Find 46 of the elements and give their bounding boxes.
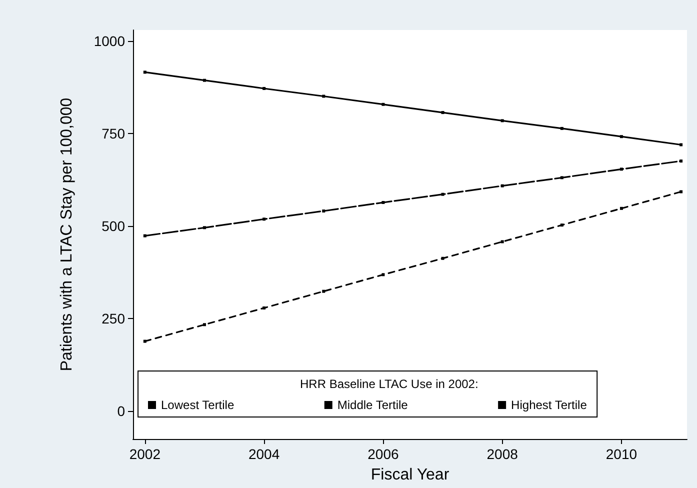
y-tick-label: 1000 xyxy=(94,33,126,50)
x-tick-label: 2010 xyxy=(606,446,638,462)
x-tick-label: 2008 xyxy=(486,446,518,462)
point xyxy=(382,200,385,204)
point xyxy=(500,184,504,188)
point xyxy=(620,135,623,138)
x-tick-label: 2002 xyxy=(129,446,161,462)
point xyxy=(680,160,683,163)
point xyxy=(441,111,444,114)
y-tick-label: 250 xyxy=(102,310,126,327)
legend-label: Highest Tertile xyxy=(511,398,588,412)
point xyxy=(441,256,444,260)
point xyxy=(560,224,564,227)
x-tick-label: 2004 xyxy=(248,446,280,462)
legend-label: Lowest Tertile xyxy=(161,398,234,412)
point xyxy=(680,190,683,194)
point xyxy=(143,234,146,238)
point xyxy=(500,119,504,122)
point xyxy=(143,340,146,343)
legend-label: Middle Tertile xyxy=(337,398,408,412)
y-axis-title: Patients with a LTAC Stay per 100,000 xyxy=(58,98,76,372)
point xyxy=(262,86,266,90)
x-tick-label: 2006 xyxy=(368,446,399,462)
point xyxy=(262,306,266,310)
point xyxy=(560,176,564,180)
legend-title: HRR Baseline LTAC Use in 2002: xyxy=(300,377,478,391)
point xyxy=(202,78,206,82)
point xyxy=(500,240,504,244)
point xyxy=(620,206,623,210)
point xyxy=(322,290,326,293)
y-tick-label: 0 xyxy=(117,403,126,420)
y-tick-label: 500 xyxy=(102,218,126,234)
point xyxy=(441,192,444,196)
point xyxy=(382,273,385,276)
point xyxy=(202,226,206,230)
point xyxy=(382,102,385,106)
point xyxy=(620,168,623,171)
point xyxy=(143,70,146,74)
y-tick-label: 750 xyxy=(102,126,126,142)
point xyxy=(262,218,266,221)
point xyxy=(322,94,326,98)
point xyxy=(680,143,683,146)
point xyxy=(322,209,326,212)
point xyxy=(202,323,206,326)
x-axis-title: Fiscal Year xyxy=(370,466,450,484)
point xyxy=(560,126,564,130)
